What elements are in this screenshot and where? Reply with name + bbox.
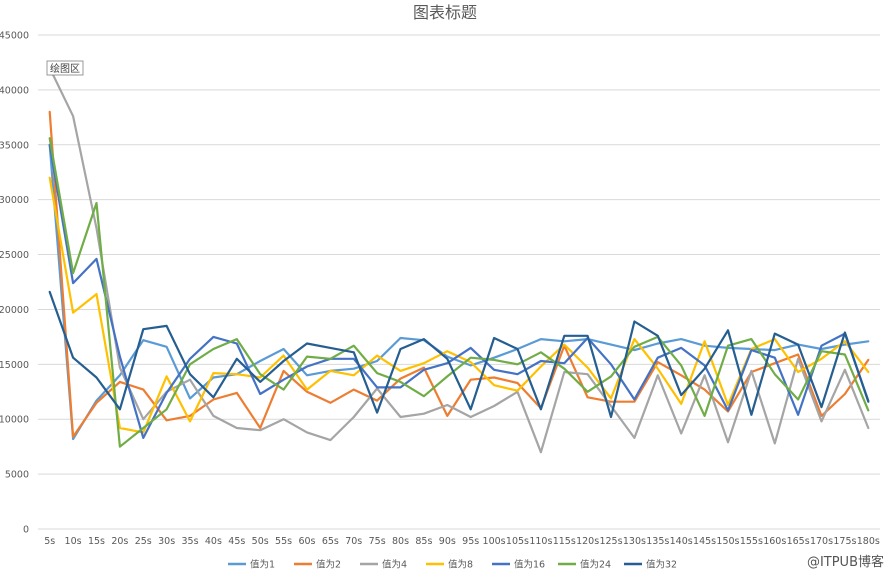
x-tick-label: 170s [810,536,833,547]
y-tick-label: 15000 [0,360,29,371]
series-line-2 [48,110,870,438]
x-tick-label: 120s [576,536,599,547]
chart-title: 图表标题 [413,3,477,22]
x-tick-label: 80s [392,536,409,547]
gridlines [38,34,880,530]
legend-label: 值为8 [448,559,473,571]
legend-label: 值为1 [250,559,275,571]
x-tick-label: 105s [506,536,529,547]
x-tick-label: 45s [228,536,245,547]
plot-area-callout-label: 绘图区 [50,62,80,75]
series-line-7 [48,290,870,419]
x-tick-label: 175s [833,536,856,547]
x-tick-label: 70s [345,536,362,547]
x-tick-label: 135s [646,536,669,547]
x-tick-label: 140s [670,536,693,547]
legend-label: 值为16 [514,559,545,571]
y-tick-label: 35000 [0,140,29,151]
watermark: @ITPUB博客 [806,555,884,570]
legend-item: 值为32 [624,559,677,571]
y-tick-label: 5000 [5,470,29,481]
x-tick-label: 55s [275,536,292,547]
plot-area-callout: 绘图区 [46,60,84,76]
series-lines [48,66,870,454]
x-tick-label: 65s [322,536,339,547]
legend-label: 值为24 [580,559,611,571]
legend-item: 值为4 [360,559,407,571]
x-tick-label: 150s [716,536,739,547]
x-tick-label: 130s [623,536,646,547]
x-tick-label: 160s [763,536,786,547]
legend-label: 值为4 [382,559,407,571]
x-tick-label: 20s [111,536,128,547]
x-tick-label: 25s [135,536,152,547]
x-tick-label: 30s [158,536,175,547]
x-tick-label: 85s [415,536,432,547]
series-line-3 [48,66,870,454]
plot-area-callout-box [46,60,84,76]
x-tick-label: 35s [182,536,199,547]
x-tick-label: 40s [205,536,222,547]
x-tick-label: 10s [65,536,82,547]
x-tick-label: 50s [252,536,269,547]
y-tick-label: 45000 [0,31,29,42]
x-tick-label: 180s [857,536,880,547]
legend-item: 值为2 [294,559,341,571]
y-tick-label: 40000 [0,85,29,96]
legend: 值为1 值为2 值为4 值为8 值为16 值为24 值为32 [228,559,677,571]
legend-item: 值为16 [492,559,545,571]
y-tick-label: 30000 [0,195,29,206]
x-tick-label: 90s [439,536,456,547]
x-tick-label: 145s [693,536,716,547]
y-axis: 0 5000 10000 15000 20000 25000 30000 35000 40000… [0,31,29,536]
y-tick-label: 20000 [0,305,29,316]
x-tick-label: 15s [88,536,105,547]
x-tick-label: 75s [369,536,386,547]
x-axis: 5s 10s 15s 20s 25s 30s 35s 40s 45s 50s 55s 60s 65s 70… [44,536,880,547]
x-tick-label: 110s [529,536,552,547]
legend-item: 值为1 [228,559,275,571]
x-tick-label: 125s [599,536,622,547]
series-line-6 [48,137,870,448]
x-tick-label: 165s [787,536,810,547]
y-tick-label: 0 [23,525,29,536]
x-tick-label: 100s [483,536,506,547]
x-tick-label: 155s [740,536,763,547]
legend-item: 值为24 [558,559,611,571]
x-tick-label: 5s [44,536,55,547]
x-tick-label: 95s [462,536,479,547]
x-tick-label: 60s [298,536,315,547]
legend-label: 值为2 [316,559,341,571]
x-tick-label: 115s [553,536,576,547]
y-tick-label: 25000 [0,250,29,261]
y-tick-label: 10000 [0,415,29,426]
legend-item: 值为8 [426,559,473,571]
legend-label: 值为32 [646,559,677,571]
